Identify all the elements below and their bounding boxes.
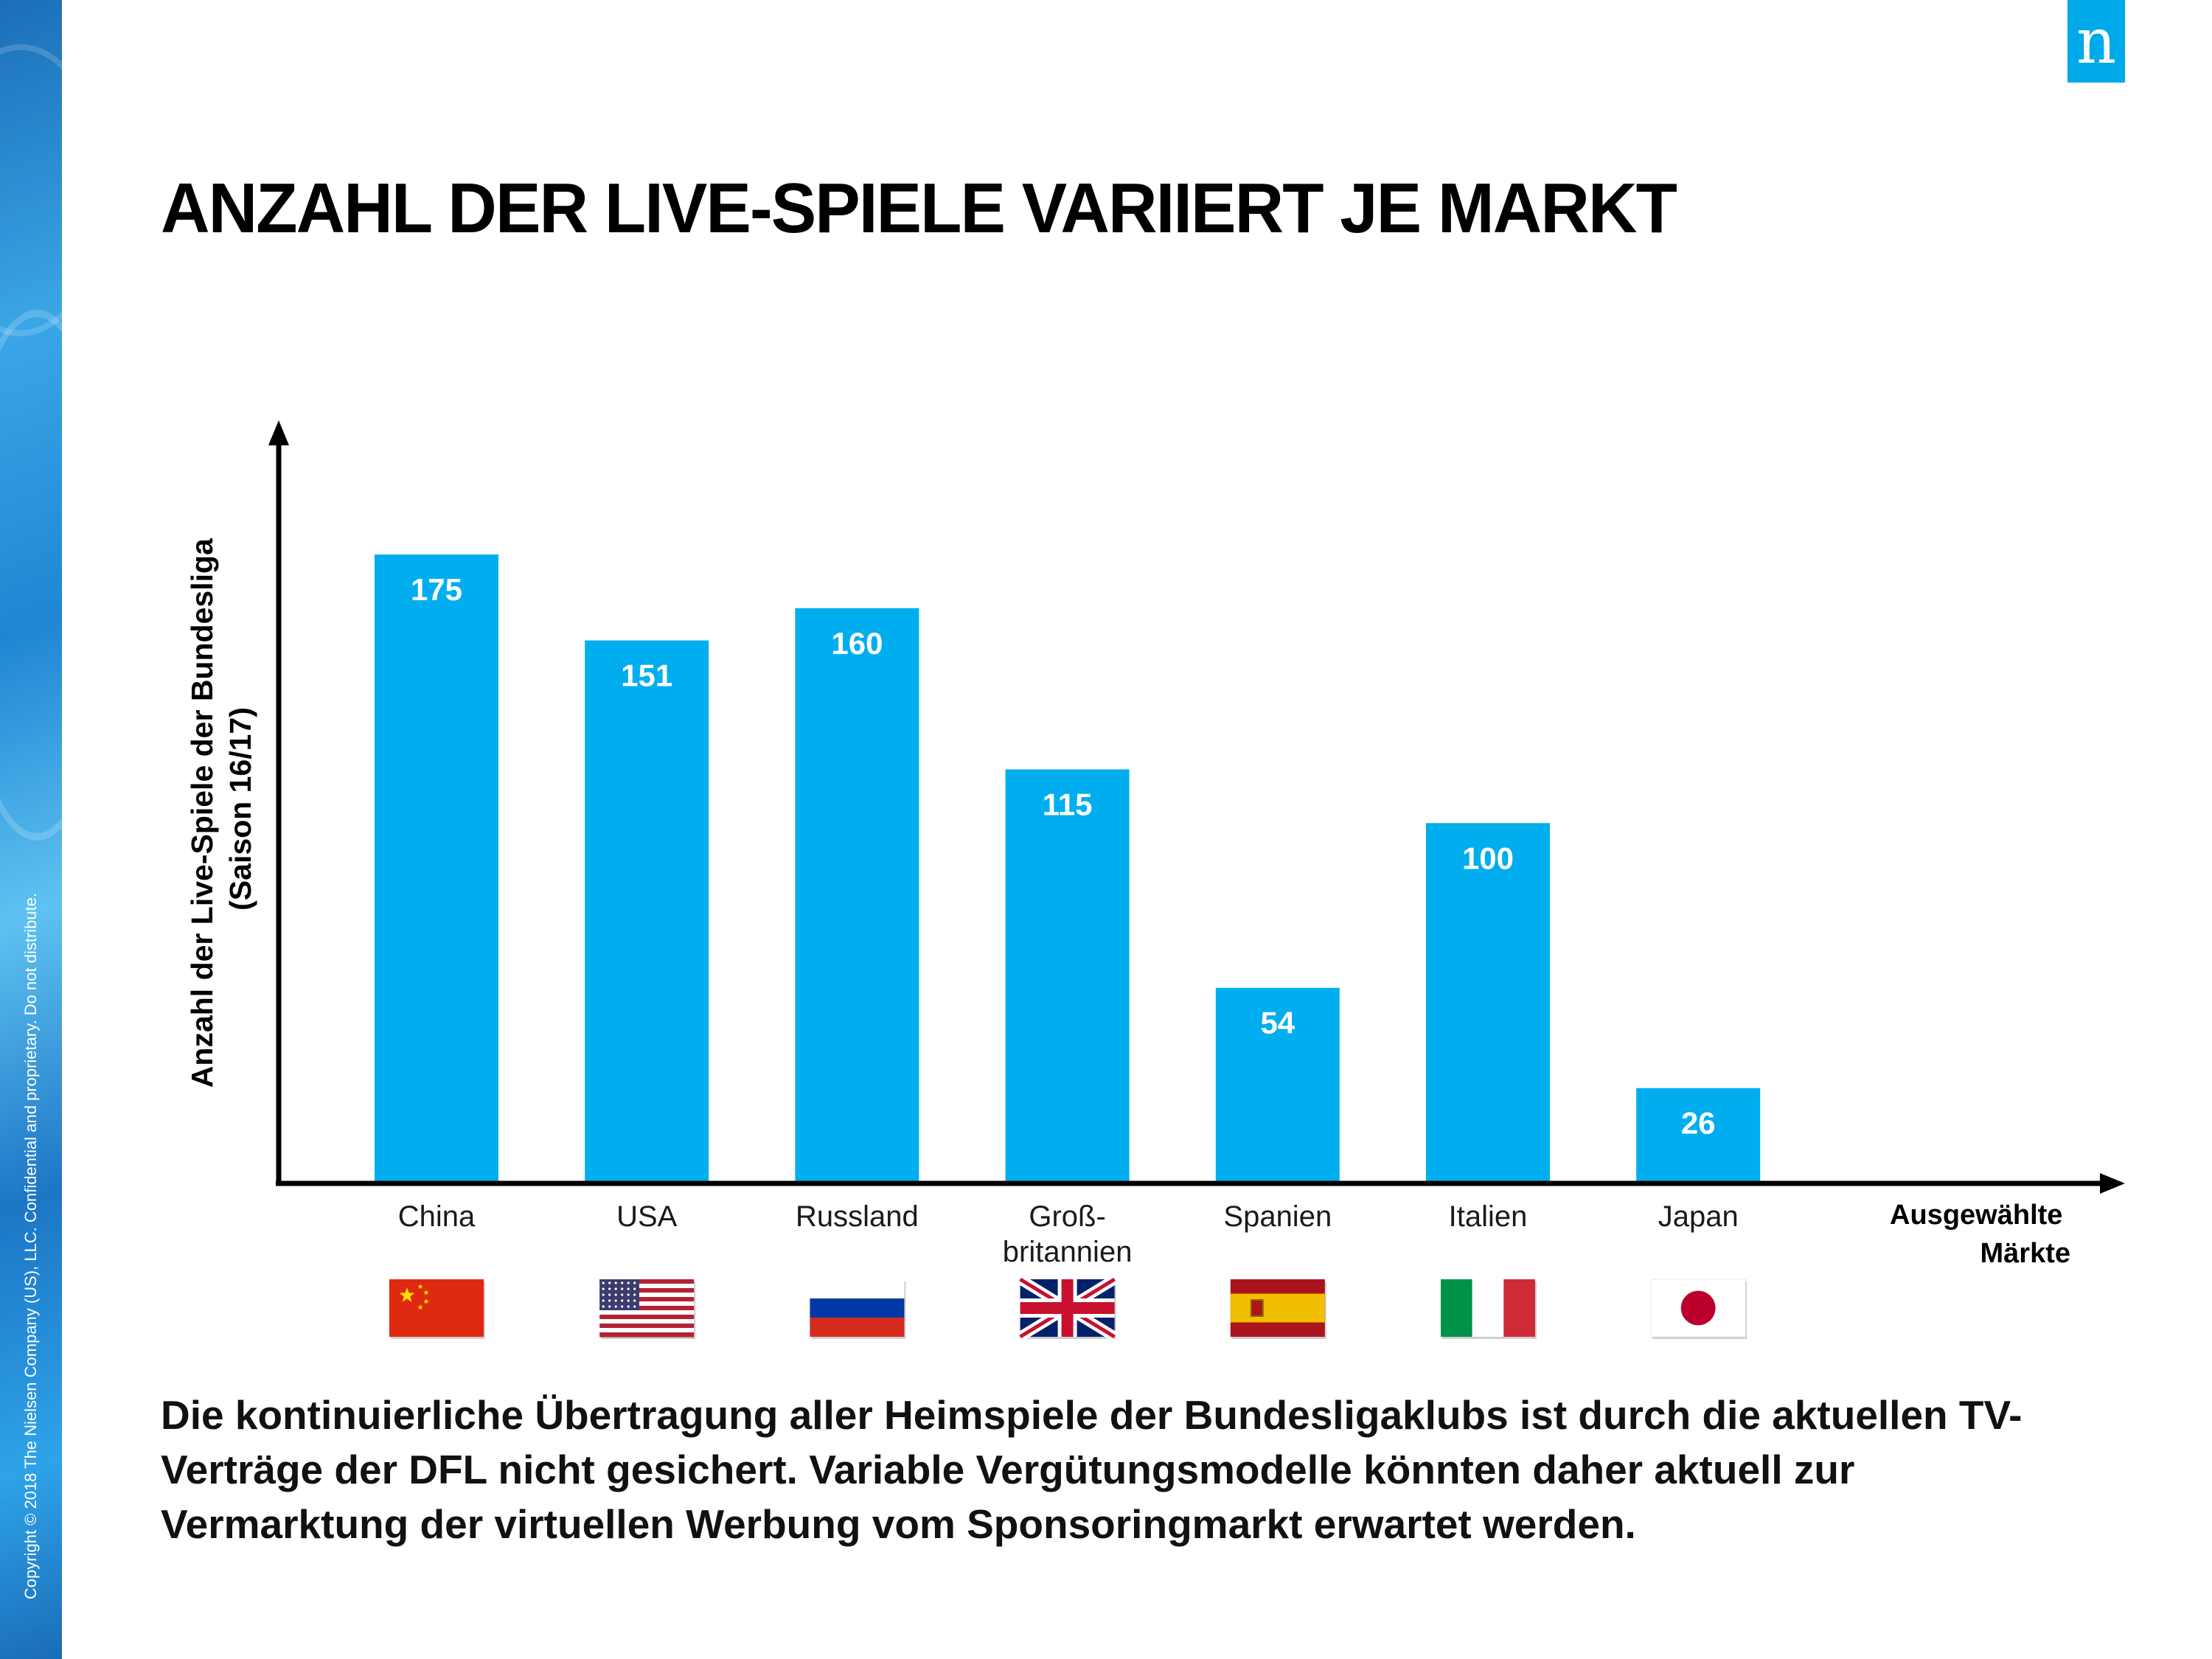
category-label-line: Japan <box>1658 1200 1739 1233</box>
bar-spanien <box>1215 987 1340 1181</box>
bar-russland <box>795 608 919 1181</box>
russia-flag <box>810 1279 906 1339</box>
category-label: Spanien <box>1223 1200 1332 1233</box>
italy-flag <box>1441 1279 1537 1339</box>
bar-usa <box>585 640 709 1181</box>
category-labels: China USA Russland Groß-britannien Spanien It… <box>398 1200 1739 1268</box>
x-axis-title-line-1: Ausgewählte <box>1890 1200 2062 1231</box>
y-axis-arrow <box>268 420 289 445</box>
spain-flag <box>1230 1279 1326 1339</box>
bar-value-label: 151 <box>621 658 672 693</box>
category-label-line: Spanien <box>1223 1200 1332 1233</box>
nielsen-logo: n <box>2067 0 2125 83</box>
category-label-line: britannien <box>1003 1236 1133 1268</box>
bar-japan <box>1636 1088 1761 1181</box>
x-axis-arrow <box>2100 1173 2125 1194</box>
usa-flag <box>599 1279 696 1339</box>
category-label-line: Italien <box>1449 1200 1528 1233</box>
category-label: Italien <box>1449 1200 1528 1233</box>
category-label-line: China <box>398 1200 476 1233</box>
y-axis-title-line-2: (Saison 16/17) <box>223 707 257 911</box>
category-label: Russland <box>796 1200 919 1233</box>
category-label-line: Groß- <box>1029 1200 1105 1233</box>
y-axis-title-line-1: Anzahl der Live-Spiele der Bundesliga <box>185 538 219 1088</box>
decorative-side-band <box>0 0 62 1659</box>
china-flag <box>389 1279 485 1339</box>
bar-italien <box>1426 823 1550 1181</box>
bar-value-label: 115 <box>1043 787 1093 821</box>
category-label: China <box>398 1200 476 1233</box>
category-label-line: Russland <box>796 1200 919 1233</box>
bar-value-label: 26 <box>1681 1106 1716 1141</box>
bar-value-label: 54 <box>1260 1006 1295 1040</box>
category-label: Groß-britannien <box>1003 1200 1133 1268</box>
japan-flag <box>1650 1279 1747 1339</box>
bar-china <box>375 554 498 1181</box>
category-label: Japan <box>1658 1200 1739 1233</box>
x-axis-title-line-2: Märkte <box>1980 1238 2071 1269</box>
x-axis-title: Ausgewählte Märkte <box>1890 1200 2070 1269</box>
country-flags <box>389 1275 1747 1341</box>
bars: 175 151 160 115 54 100 26 <box>375 554 1761 1181</box>
bar-value-label: 175 <box>411 572 462 607</box>
slide-title: ANZAHL DER LIVE-SPIELE VARIIERT JE MARKT <box>161 169 1677 248</box>
axes <box>268 420 2125 1194</box>
bar-value-label: 160 <box>831 626 883 661</box>
category-label: USA <box>616 1200 678 1233</box>
category-label-line: USA <box>616 1200 678 1233</box>
summary-text: Die kontinuierliche Übertragung aller He… <box>161 1392 2023 1547</box>
bar-value-label: 100 <box>1462 841 1514 875</box>
bar-gro-britannien <box>1005 769 1130 1181</box>
uk-flag <box>1017 1275 1118 1341</box>
y-axis-title: Anzahl der Live-Spiele der Bundesliga (S… <box>185 530 257 1088</box>
